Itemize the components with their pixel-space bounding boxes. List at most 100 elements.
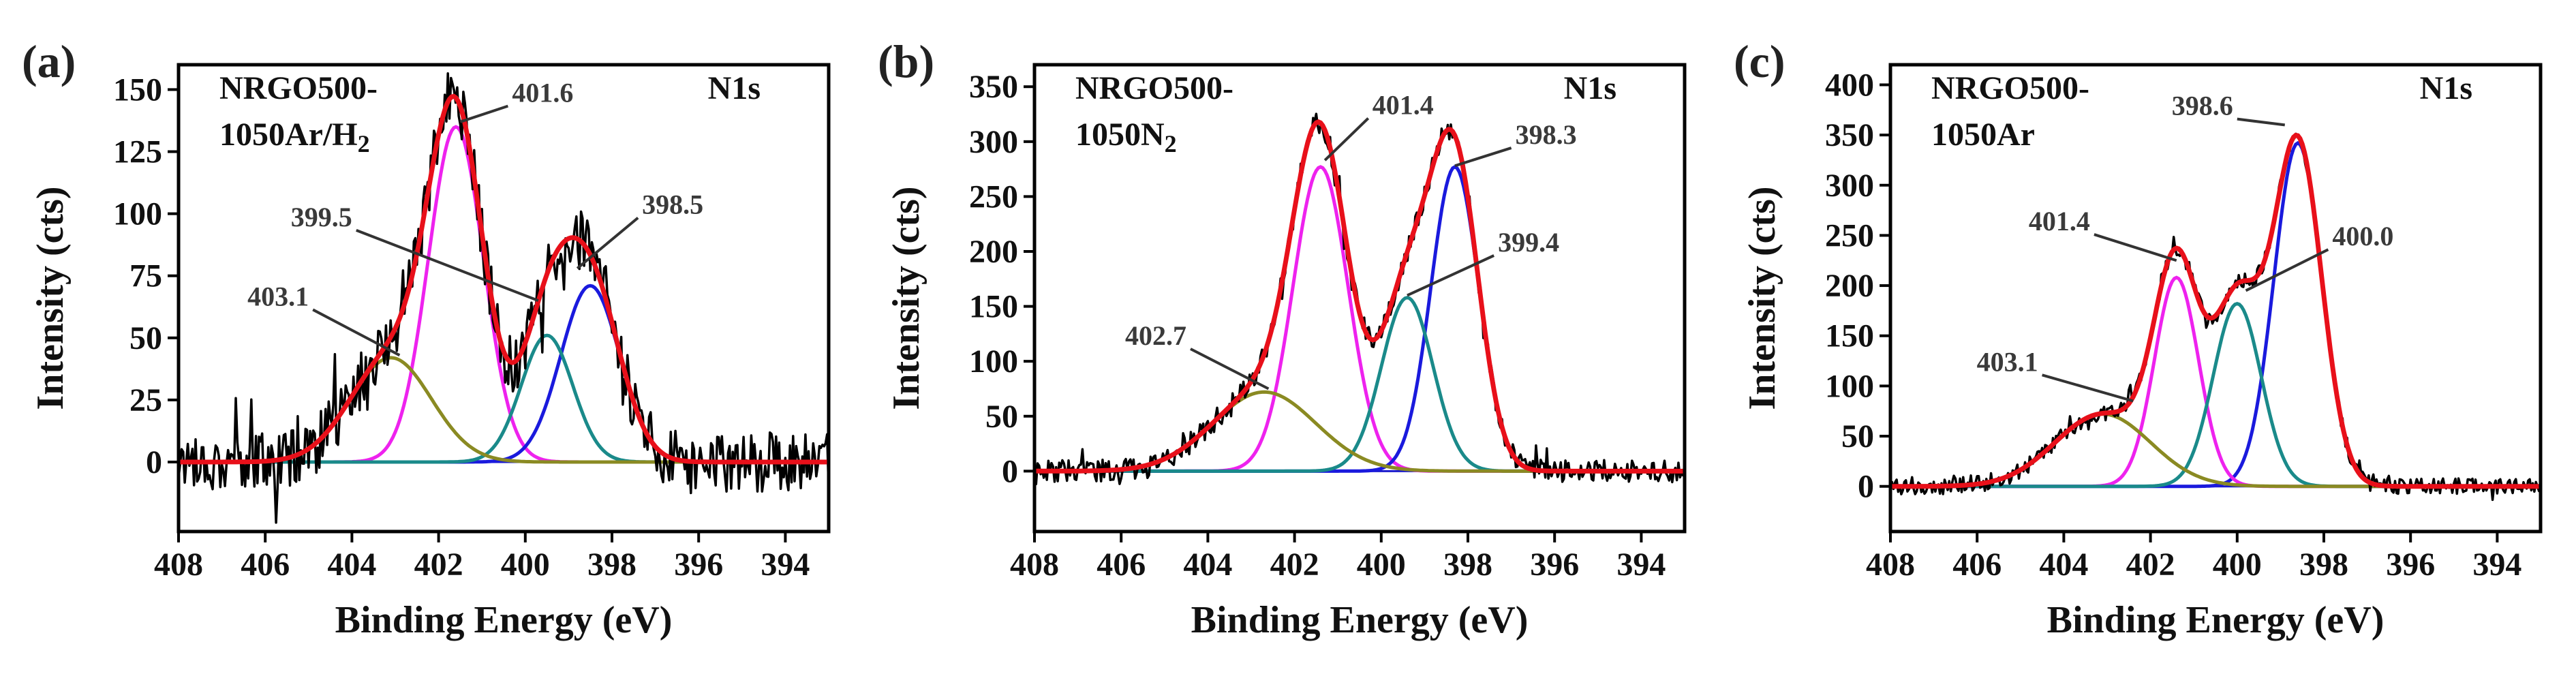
x-tick-label: 398 bbox=[2299, 547, 2348, 583]
x-tick-label: 398 bbox=[587, 547, 637, 583]
peak-annotation-label: 401.4 bbox=[1373, 90, 1434, 121]
plot-area bbox=[1890, 132, 2541, 502]
y-axis-title: Intensity (cts) bbox=[885, 186, 927, 410]
x-tick-label: 408 bbox=[1866, 547, 1915, 583]
y-tick-label: 100 bbox=[969, 343, 1018, 380]
peak-annotation-label: 399.5 bbox=[291, 202, 352, 232]
sample-name-main: 1050Ar bbox=[1931, 117, 2035, 153]
chart-panel-2: 408 406 404 402 400 398 396 394 0 50 100 150 200 250 3… bbox=[878, 35, 1687, 641]
x-tick-label: 408 bbox=[154, 547, 203, 583]
y-tick-label: 125 bbox=[113, 134, 162, 170]
y-tick-label: 400 bbox=[1825, 67, 1874, 103]
peak-curve-400.0 bbox=[1890, 301, 2541, 489]
plot-frame bbox=[1032, 63, 1687, 534]
sample-name-subscript: 2 bbox=[358, 130, 370, 157]
y-tick-label: 0 bbox=[146, 444, 162, 480]
x-tick-label: 402 bbox=[2126, 547, 2175, 583]
sample-name-line-1: NRGO500- bbox=[219, 70, 378, 106]
annotation-leader-line bbox=[2042, 373, 2134, 403]
x-tick-label: 404 bbox=[327, 547, 376, 583]
y-tick-label: 0 bbox=[1002, 453, 1018, 489]
x-tick-label: 402 bbox=[414, 547, 463, 583]
x-tick-label: 396 bbox=[674, 547, 723, 583]
x-axis-title: Binding Energy (eV) bbox=[1191, 599, 1529, 641]
annotation-leader-line bbox=[356, 228, 539, 303]
x-tick-label: 394 bbox=[2472, 547, 2521, 583]
peak-curve-403.1 bbox=[1890, 412, 2541, 489]
sample-name-line-2: 1050Ar bbox=[1931, 117, 2035, 153]
peak-annotation-label: 402.7 bbox=[1125, 320, 1186, 351]
chart-panel-3: 408 406 404 402 400 398 396 394 0 50 100 150 200 250 3… bbox=[1734, 35, 2543, 641]
peak-annotation-label: 398.6 bbox=[2172, 91, 2233, 121]
y-tick-label: 150 bbox=[969, 289, 1018, 325]
x-tick-label: 408 bbox=[1010, 547, 1059, 583]
peak-annotation-label: 399.4 bbox=[1498, 227, 1559, 258]
sample-name-subscript: 2 bbox=[1165, 130, 1177, 157]
y-tick-label: 150 bbox=[113, 72, 162, 108]
spectrum-label: N1s bbox=[1564, 70, 1616, 106]
fitted-envelope-line bbox=[1890, 132, 2541, 489]
peak-annotation-label: 400.0 bbox=[2332, 221, 2393, 251]
y-tick-label: 75 bbox=[129, 258, 162, 294]
y-tick-label: 150 bbox=[1825, 318, 1874, 354]
x-tick-label: 394 bbox=[761, 547, 810, 583]
y-tick-label: 50 bbox=[1841, 418, 1874, 455]
annotation-leader-line bbox=[2094, 233, 2177, 262]
annotation-leader-line bbox=[312, 308, 401, 357]
plot-frame bbox=[1888, 63, 2543, 534]
spectrum-label: N1s bbox=[2420, 70, 2472, 106]
plot-area bbox=[1034, 112, 1685, 486]
peak-annotation-label: 403.1 bbox=[247, 281, 309, 311]
annotation-leader-line bbox=[1190, 348, 1270, 390]
peak-annotation-label: 398.3 bbox=[1516, 119, 1577, 150]
y-tick-label: 350 bbox=[1825, 117, 1874, 153]
annotation-leader-line bbox=[2237, 117, 2286, 127]
y-tick-label: 250 bbox=[1825, 217, 1874, 253]
x-tick-label: 406 bbox=[1097, 547, 1146, 583]
y-tick-label: 50 bbox=[985, 399, 1018, 435]
y-tick-label: 50 bbox=[129, 320, 162, 356]
annotation-leader-line bbox=[1407, 254, 1494, 297]
y-axis-title: Intensity (cts) bbox=[29, 186, 72, 410]
y-tick-label: 100 bbox=[113, 196, 162, 232]
y-tick-label: 300 bbox=[1825, 168, 1874, 204]
chart-panel-1: 408 406 404 402 400 398 396 394 0 25 50 75 100 125 150… bbox=[22, 35, 831, 641]
x-tick-label: 398 bbox=[1443, 547, 1492, 583]
annotation-leader-line bbox=[1454, 147, 1512, 168]
annotation-leader-line bbox=[459, 104, 508, 123]
plot-area bbox=[179, 72, 829, 524]
annotation-leader-line bbox=[2245, 248, 2329, 292]
peak-annotation-label: 401.6 bbox=[512, 78, 573, 108]
sample-name-main: 1050N bbox=[1075, 117, 1165, 153]
fitted-envelope-line bbox=[179, 93, 829, 465]
sample-name-main: 1050Ar/H bbox=[219, 117, 358, 153]
peak-annotation-label: 398.5 bbox=[642, 189, 703, 220]
panel-label: (c) bbox=[1734, 35, 1785, 87]
x-axis-title: Binding Energy (eV) bbox=[335, 599, 673, 641]
sample-name-line-2: 1050Ar/H2 bbox=[219, 117, 370, 157]
plot-frame bbox=[177, 63, 831, 534]
x-tick-label: 404 bbox=[1183, 547, 1232, 583]
x-tick-label: 396 bbox=[2386, 547, 2435, 583]
peak-curve-402.7 bbox=[1034, 390, 1685, 473]
annotation-leader-line bbox=[1323, 117, 1370, 162]
y-tick-label: 200 bbox=[1825, 268, 1874, 304]
raw-data-line bbox=[1034, 112, 1685, 486]
sample-name-line-1: NRGO500- bbox=[1931, 70, 2089, 106]
y-tick-label: 200 bbox=[969, 234, 1018, 270]
peak-annotation-label: 401.4 bbox=[2029, 206, 2090, 236]
fitted-envelope-line bbox=[1034, 119, 1685, 474]
x-tick-label: 396 bbox=[1530, 547, 1579, 583]
x-tick-label: 404 bbox=[2039, 547, 2088, 583]
x-tick-label: 402 bbox=[1270, 547, 1319, 583]
y-tick-label: 250 bbox=[969, 179, 1018, 215]
x-tick-label: 406 bbox=[241, 547, 290, 583]
panel-label: (a) bbox=[22, 35, 76, 87]
peak-curve-401.4 bbox=[1890, 275, 2541, 489]
sample-name-line-1: NRGO500- bbox=[1075, 70, 1233, 106]
y-axis-title: Intensity (cts) bbox=[1741, 186, 1783, 410]
y-tick-label: 100 bbox=[1825, 368, 1874, 404]
annotation-leader-line bbox=[576, 217, 639, 270]
y-tick-label: 300 bbox=[969, 124, 1018, 160]
